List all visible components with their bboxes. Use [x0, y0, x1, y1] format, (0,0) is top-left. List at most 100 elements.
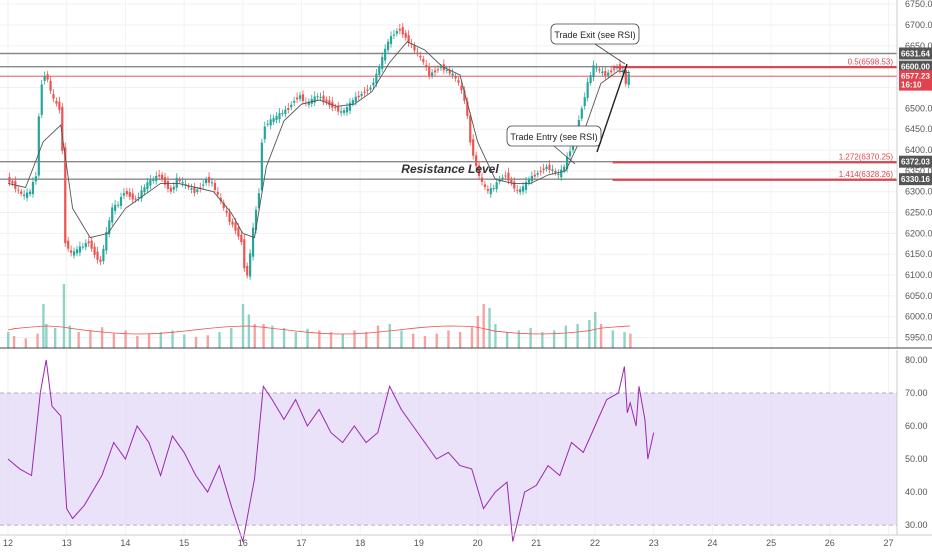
candle-body — [34, 176, 37, 182]
volume-bar — [423, 336, 427, 348]
candle-body — [178, 179, 181, 182]
volume-bar — [329, 332, 333, 348]
candle-body — [342, 110, 346, 113]
candle-body — [210, 182, 214, 184]
candle-body — [119, 196, 123, 206]
candle-body — [521, 186, 525, 192]
candle-body — [425, 64, 428, 68]
price-pane-bg — [0, 0, 897, 348]
candle-body — [28, 191, 32, 195]
candle-body — [149, 179, 152, 186]
candle-body — [67, 240, 70, 249]
candle-body — [348, 102, 352, 111]
candle-body — [519, 189, 522, 193]
candle-body — [298, 95, 302, 99]
candle-body — [207, 176, 211, 183]
candle-body — [301, 94, 305, 102]
rsi-gridlines: 80.00 70.00 60.00 50.00 40.00 30.00 — [0, 355, 928, 530]
candle-body — [37, 116, 40, 176]
candle-body — [416, 52, 419, 54]
candle-body — [612, 69, 616, 71]
candle-body — [137, 196, 140, 199]
volume-bar — [494, 324, 497, 348]
candle-body — [624, 70, 627, 84]
candle-body — [369, 87, 372, 90]
fib-label: 0.5(6598.53) — [848, 57, 894, 66]
level-tag-bg — [899, 155, 932, 168]
level-tag: 16:10 — [899, 78, 932, 91]
candle-body — [501, 177, 504, 179]
candle-body — [146, 182, 149, 190]
volume-bar — [376, 325, 380, 348]
candle-body — [125, 191, 128, 195]
candle-body — [504, 175, 507, 177]
candle-body — [551, 169, 554, 172]
price-candles — [8, 22, 630, 280]
trade-arrow — [596, 63, 628, 153]
volume-bar — [62, 284, 66, 348]
level-tag: 6372.03 — [899, 155, 932, 168]
candle-body — [272, 118, 275, 123]
candle-body — [566, 157, 569, 169]
candle-body — [337, 106, 340, 112]
candle-body — [378, 66, 381, 75]
candle-body — [604, 71, 607, 77]
volume-bar — [594, 312, 597, 348]
candle-body — [225, 210, 228, 214]
candle-body — [58, 101, 61, 110]
candle-body — [460, 85, 463, 91]
price-tick-label: 5950.00 — [905, 333, 932, 343]
candle-body — [319, 96, 322, 98]
candle-body — [486, 189, 489, 191]
candle-body — [243, 239, 246, 269]
candle-body — [246, 265, 249, 276]
volume-bar — [588, 320, 591, 348]
candle-body — [445, 69, 448, 71]
candle-body — [583, 97, 586, 107]
volume-bar — [68, 325, 72, 348]
price-tick-label: 6000.00 — [905, 312, 932, 322]
rsi-tick-label: 40.00 — [905, 487, 928, 497]
volume-bar — [53, 328, 57, 348]
annotations: Resistance Level Trade Exit (see RSI) Tr… — [401, 23, 640, 176]
candle-body — [81, 246, 84, 248]
candle-body — [114, 204, 117, 211]
candle-body — [61, 106, 64, 151]
resistance-level-label: Resistance Level — [401, 162, 499, 176]
time-axis: 12 13 14 15 16 17 18 19 20 21 22 23 24 25 26 27 — [0, 534, 932, 548]
candle-body — [8, 177, 11, 183]
candle-body — [507, 172, 510, 181]
volume-bar — [482, 304, 485, 348]
candle-body — [601, 71, 604, 74]
candle-body — [463, 90, 466, 101]
candle-body — [99, 259, 102, 262]
candle-body — [530, 175, 533, 182]
time-tick-label: 15 — [179, 538, 189, 548]
volume-bar — [194, 336, 198, 348]
candle-body — [627, 74, 630, 85]
candle-body — [196, 189, 199, 192]
candle-body — [498, 180, 501, 182]
candle-body — [49, 80, 52, 91]
time-tick-label: 23 — [649, 538, 659, 548]
candle-body — [328, 100, 331, 106]
candle-body — [31, 181, 35, 195]
candle-body — [548, 164, 551, 171]
volume-bar — [529, 328, 532, 348]
candle-body — [480, 177, 484, 182]
level-tag: 6600.00 — [899, 60, 932, 73]
candle-body — [287, 107, 290, 110]
candle-body — [560, 169, 563, 178]
candle-body — [143, 187, 146, 193]
candle-body — [90, 240, 93, 249]
candle-body — [251, 227, 255, 257]
candle-body — [398, 28, 401, 31]
candle-body — [64, 147, 67, 244]
candle-body — [260, 142, 263, 191]
candle-body — [363, 91, 366, 93]
candle-body — [495, 182, 498, 190]
candle-body — [108, 220, 111, 235]
candle-body — [313, 96, 316, 103]
volume-bar — [271, 325, 274, 348]
price-tick-label: 6650.00 — [905, 41, 932, 51]
